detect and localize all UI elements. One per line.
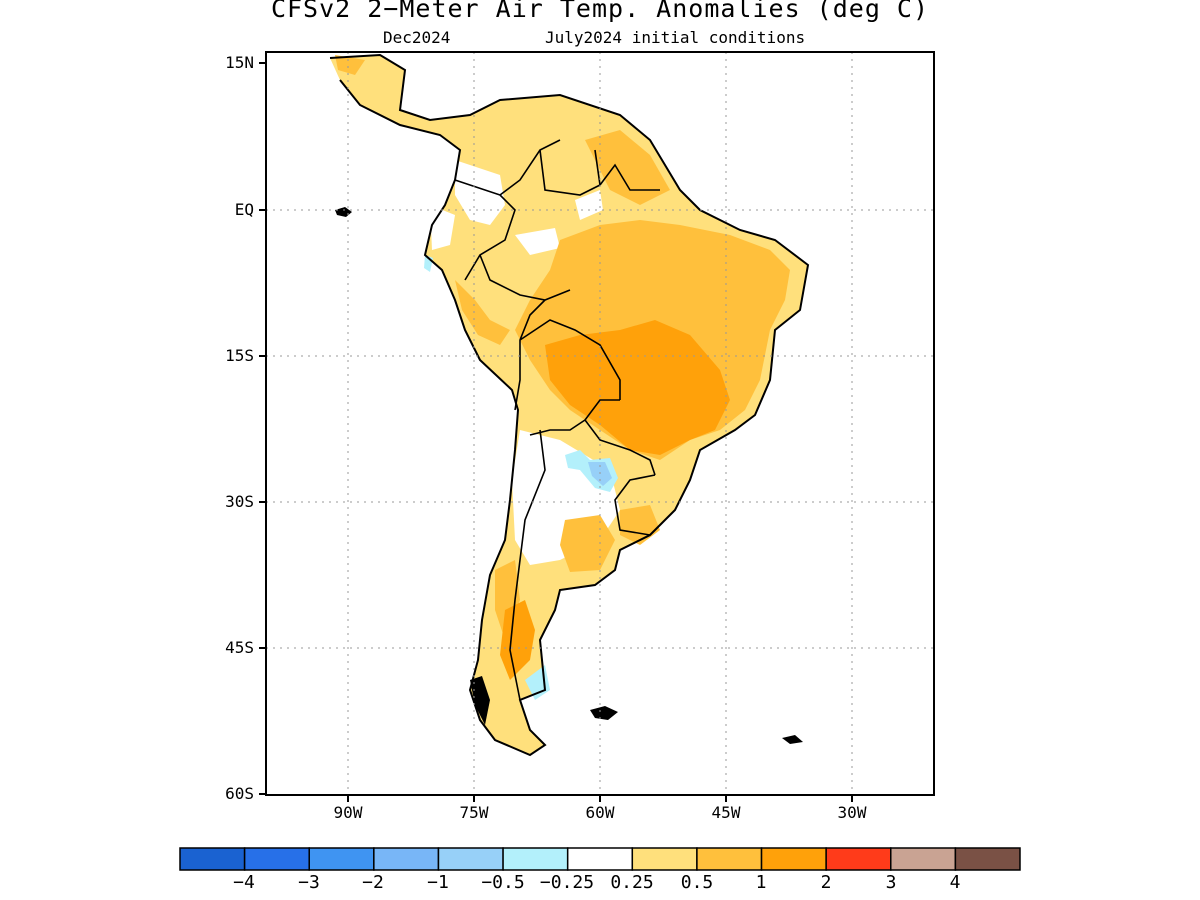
colorbar-swatch xyxy=(825,847,892,871)
colorbar-label: 4 xyxy=(949,872,961,893)
chile-fjords xyxy=(470,676,490,725)
forecast-month-label: Dec2024 xyxy=(383,28,451,47)
colorbar-label: 2 xyxy=(820,872,832,893)
graticule xyxy=(266,52,934,795)
neutral-patch-amazon xyxy=(515,228,560,255)
colorbar-label: −3 xyxy=(298,872,320,893)
lon-label-75w: 75W xyxy=(459,803,489,822)
lat-label-15s: 15S xyxy=(225,346,254,365)
neutral-patch-ecuador xyxy=(430,205,455,250)
neutral-patch-guiana xyxy=(575,190,603,220)
colorbar-label: −4 xyxy=(233,872,255,893)
colorbar-swatch xyxy=(179,847,246,871)
colorbar-swatch xyxy=(954,847,1021,871)
colorbar-swatch xyxy=(696,847,763,871)
falkland-islands xyxy=(590,706,618,720)
lat-label-60s: 60S xyxy=(225,784,254,803)
axis-ticks xyxy=(259,62,853,802)
lat-label-45s: 45S xyxy=(225,638,254,657)
colorbar-label: 3 xyxy=(885,872,897,893)
colorbar-swatch xyxy=(566,847,634,871)
lat-label-30s: 30S xyxy=(225,492,254,511)
lat-label-eq: EQ xyxy=(234,200,254,219)
anomaly-0p5-1-central-america xyxy=(335,55,365,75)
coastline xyxy=(329,53,810,757)
colorbar-swatch xyxy=(890,847,957,871)
lon-label-45w: 45W xyxy=(711,803,741,822)
lon-label-60w: 60W xyxy=(585,803,615,822)
colorbar-swatch xyxy=(760,847,827,871)
colorbar xyxy=(179,847,1021,871)
colorbar-swatch xyxy=(502,847,569,871)
anomaly-0p5-1-guiana xyxy=(585,130,670,205)
lat-label-15n: 15N xyxy=(225,53,254,72)
colorbar-label: −0.25 xyxy=(539,872,595,893)
colorbar-swatch xyxy=(373,847,440,871)
colorbar-label: 0.5 xyxy=(680,872,714,893)
anomaly-0p5-1-andes xyxy=(455,280,510,345)
colorbar-swatch xyxy=(243,847,310,871)
anomaly-fields xyxy=(329,53,810,757)
south-georgia xyxy=(782,735,803,744)
anomaly-0p5-1-patagonia xyxy=(495,560,520,640)
lon-label-30w: 30W xyxy=(837,803,867,822)
colorbar-label: 1 xyxy=(755,872,767,893)
colorbar-swatch xyxy=(631,847,698,871)
colorbar-label: −1 xyxy=(427,872,449,893)
colorbar-swatch xyxy=(437,847,504,871)
colorbar-label: −2 xyxy=(362,872,384,893)
anomaly-1-2-central-brazil xyxy=(545,320,730,455)
map-title: CFSv2 2−Meter Air Temp. Anomalies (deg C… xyxy=(270,0,930,23)
anomaly-0p5-1-argentina xyxy=(560,515,615,572)
anomaly-1-2-patagonia xyxy=(500,600,535,680)
neutral-patch-north xyxy=(455,160,505,225)
colorbar-swatch xyxy=(308,847,375,871)
colorbar-label: 0.25 xyxy=(610,872,654,893)
lon-label-90w: 90W xyxy=(333,803,363,822)
colorbar-label: −0.5 xyxy=(481,872,525,893)
country-borders xyxy=(454,139,660,701)
initial-conditions-label: July2024 initial conditions xyxy=(545,28,806,47)
